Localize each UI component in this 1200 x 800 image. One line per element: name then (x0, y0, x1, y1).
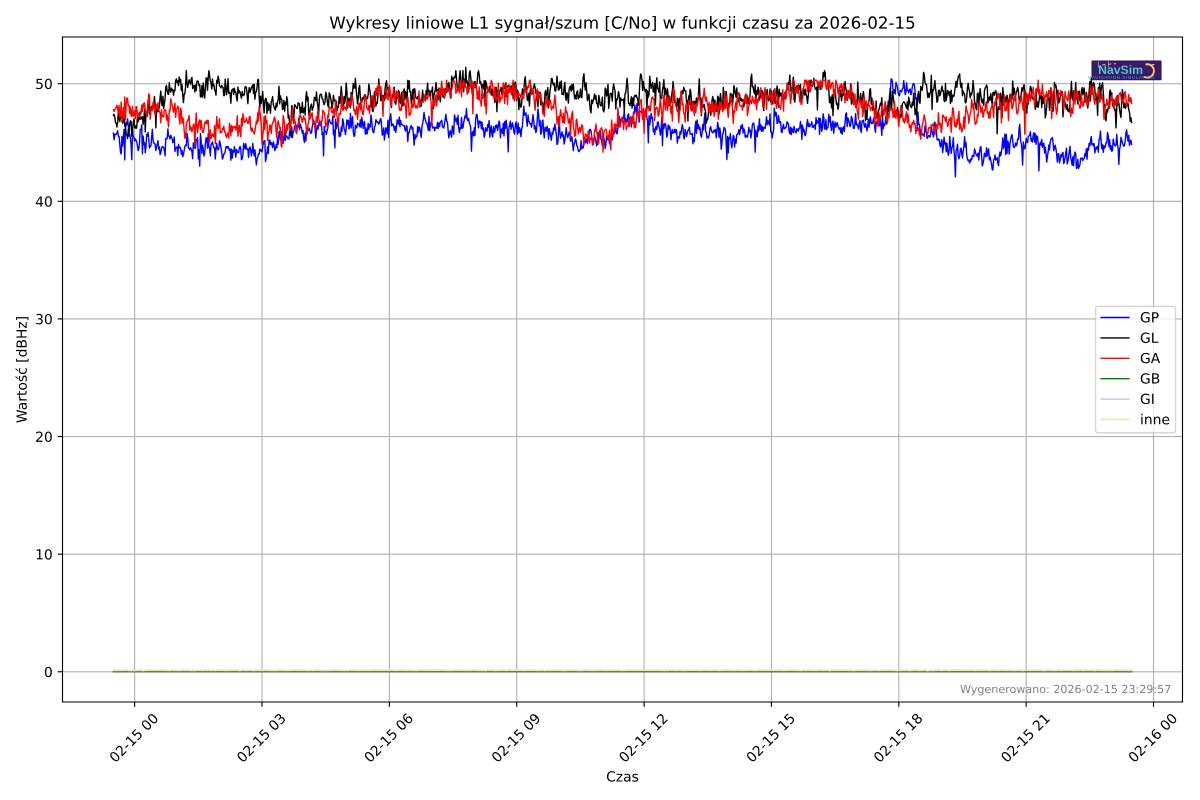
svg-text:NavSim: NavSim (1098, 63, 1143, 77)
svg-text:NAVIGATION SIMULATION: NAVIGATION SIMULATION (1088, 75, 1155, 80)
